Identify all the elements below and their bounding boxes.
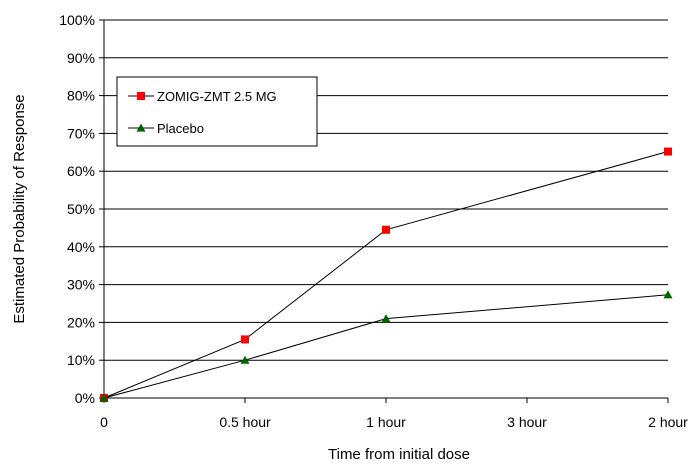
x-tick-label: 3 hour [507, 414, 547, 430]
y-tick-label: 70% [67, 125, 95, 141]
x-tick-label: 2 hour [648, 414, 688, 430]
data-point [664, 147, 672, 156]
data-point [240, 355, 250, 364]
series-lines [99, 147, 673, 402]
legend-box [116, 76, 318, 147]
data-point [99, 393, 109, 402]
series-line [103, 294, 669, 399]
y-tick-labels: 0% 10% 20% 30% 40% 50% 60% 70% 80% 90% 100% [59, 12, 104, 406]
y-tick-label: 100% [59, 12, 95, 28]
y-tick-label: 50% [67, 201, 95, 217]
y-tick-label: 40% [67, 239, 95, 255]
y-axis-label: Estimated Probability of Response [11, 94, 28, 323]
y-tick-label: 80% [67, 88, 95, 104]
legend: ZOMIG-ZMT 2.5 MG Placebo [116, 76, 318, 147]
series-line [103, 151, 669, 399]
legend-entries: ZOMIG-ZMT 2.5 MG Placebo [128, 89, 277, 136]
x-tick-label: 1 hour [366, 414, 406, 430]
legend-entry-placebo: Placebo [128, 121, 204, 136]
data-point [382, 225, 390, 234]
y-tick-label: 20% [67, 314, 95, 330]
x-axis-label: Time from initial dose [328, 446, 470, 463]
legend-swatch-marker [136, 123, 146, 132]
legend-label: Placebo [157, 121, 204, 136]
y-tick-label: 10% [67, 352, 95, 368]
legend-entry-zomig-zmt-2-5-mg: ZOMIG-ZMT 2.5 MG [128, 89, 277, 104]
x-tick-label: 0 [100, 414, 108, 430]
data-point [663, 290, 673, 299]
x-tick-label: 0.5 hour [219, 414, 271, 430]
legend-swatch-marker [137, 92, 145, 100]
x-tick-labels: 0 0.5 hour 1 hour 3 hour 2 hour [100, 398, 688, 430]
y-tick-label: 90% [67, 50, 95, 66]
legend-label: ZOMIG-ZMT 2.5 MG [157, 89, 277, 104]
data-point [381, 314, 391, 323]
y-tick-label: 60% [67, 163, 95, 179]
series-placebo [99, 290, 673, 402]
y-tick-label: 30% [67, 277, 95, 293]
y-tick-label: 0% [75, 390, 95, 406]
data-point [241, 335, 249, 344]
